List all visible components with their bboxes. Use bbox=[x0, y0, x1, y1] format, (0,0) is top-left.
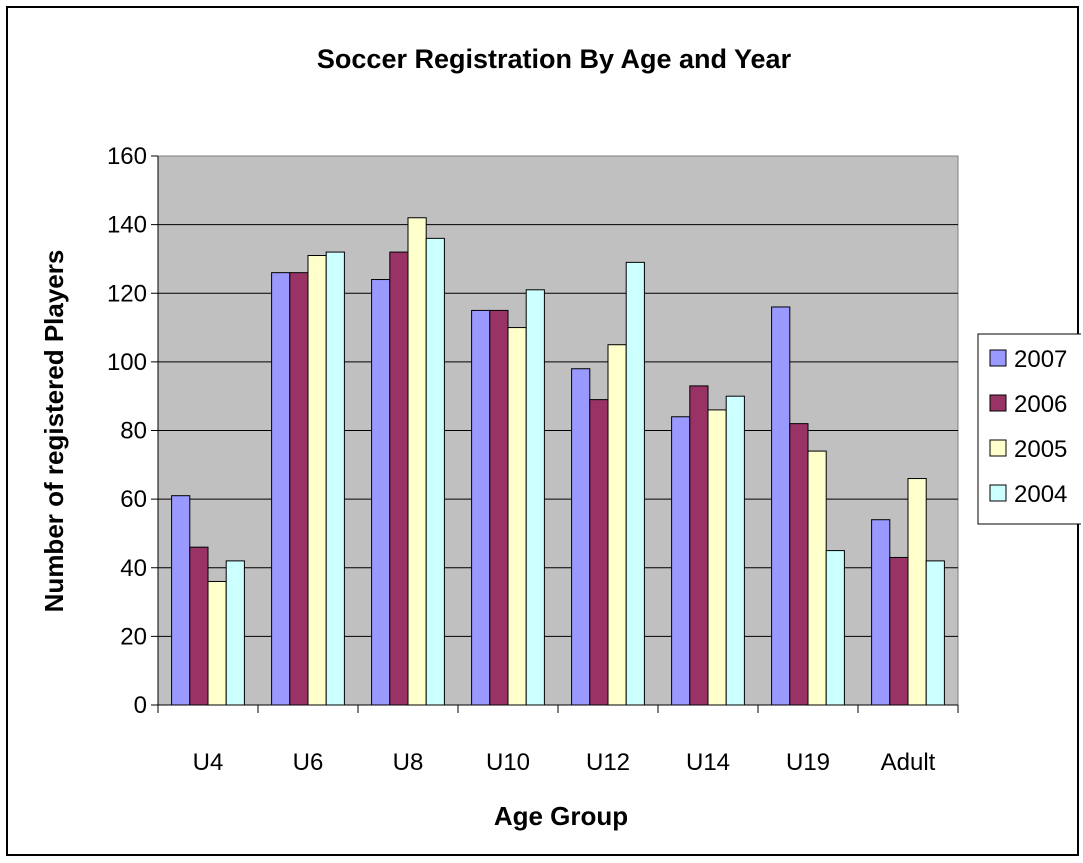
bar bbox=[407, 217, 427, 706]
bar bbox=[307, 255, 327, 706]
bar bbox=[225, 560, 245, 706]
bar bbox=[425, 237, 445, 706]
chart-frame: Soccer Registration By Age and Year Numb… bbox=[6, 6, 1083, 856]
bar bbox=[271, 272, 291, 706]
y-tick-label: 100 bbox=[107, 349, 147, 376]
legend-label: 2005 bbox=[1014, 436, 1067, 463]
bar bbox=[689, 385, 709, 706]
bar bbox=[525, 289, 545, 706]
bar bbox=[725, 395, 745, 706]
x-tick-label: U10 bbox=[486, 749, 530, 776]
bar bbox=[925, 560, 945, 706]
bar bbox=[625, 261, 645, 706]
bar bbox=[489, 309, 509, 706]
x-tick-label: Adult bbox=[881, 749, 936, 776]
bar bbox=[471, 309, 491, 706]
x-tick-label: U4 bbox=[193, 749, 224, 776]
bar bbox=[189, 546, 209, 706]
y-tick-label: 80 bbox=[120, 418, 147, 445]
legend-swatch bbox=[989, 484, 1007, 502]
bar bbox=[807, 450, 827, 706]
bar bbox=[371, 279, 391, 706]
bar bbox=[389, 251, 409, 706]
x-tick-label: U19 bbox=[786, 749, 830, 776]
bar bbox=[771, 306, 791, 706]
legend-label: 2004 bbox=[1014, 481, 1067, 508]
legend-swatch bbox=[989, 349, 1007, 367]
legend-swatch bbox=[989, 394, 1007, 412]
legend-swatch bbox=[989, 439, 1007, 457]
bar bbox=[707, 409, 727, 706]
bar bbox=[871, 519, 891, 706]
y-tick-label: 160 bbox=[107, 143, 147, 170]
bar bbox=[289, 272, 309, 706]
bar bbox=[325, 251, 345, 706]
bar bbox=[507, 327, 527, 706]
bar bbox=[207, 580, 227, 706]
y-tick-label: 140 bbox=[107, 212, 147, 239]
x-tick-label: U12 bbox=[586, 749, 630, 776]
bar bbox=[607, 344, 627, 706]
y-axis-label: Number of registered Players bbox=[39, 250, 69, 613]
legend-label: 2006 bbox=[1014, 391, 1067, 418]
bar bbox=[907, 478, 927, 706]
bar bbox=[789, 423, 809, 706]
plot-area: 0 20 40 60 80 100 120 140 160 U4 U6 U8 U10 U12 U14 U19 A… bbox=[107, 143, 959, 776]
x-tick-label: U14 bbox=[686, 749, 730, 776]
y-tick-label: 0 bbox=[134, 692, 147, 719]
chart-title: Soccer Registration By Age and Year bbox=[317, 44, 792, 74]
y-tick-label: 60 bbox=[120, 486, 147, 513]
y-tick-label: 20 bbox=[120, 623, 147, 650]
bar bbox=[171, 495, 191, 706]
y-tick-label: 40 bbox=[120, 555, 147, 582]
y-tick-label: 120 bbox=[107, 280, 147, 307]
chart-svg: Soccer Registration By Age and Year Numb… bbox=[39, 44, 1083, 831]
bar bbox=[889, 556, 909, 706]
x-axis-label: Age Group bbox=[494, 801, 628, 831]
legend-label: 2007 bbox=[1014, 346, 1067, 373]
bar bbox=[825, 550, 845, 706]
bar bbox=[671, 416, 691, 706]
bar bbox=[589, 399, 609, 706]
legend: 2007 2006 2005 2004 bbox=[977, 333, 1083, 525]
x-tick-label: U6 bbox=[293, 749, 324, 776]
bar bbox=[571, 368, 591, 706]
x-tick-label: U8 bbox=[393, 749, 424, 776]
